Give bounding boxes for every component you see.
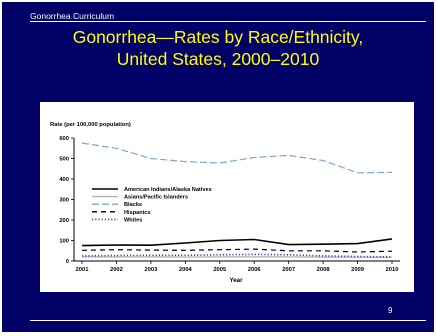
y-tick-label: 300	[59, 198, 69, 204]
legend: American Indians/Alaska Natives Asians/Pa…	[92, 187, 212, 223]
slide-title: Gonorrhea—Rates by Race/Ethnicity, Unite…	[2, 26, 434, 70]
y-tick-label: 100	[59, 239, 69, 245]
x-axis-label: Year	[229, 277, 243, 284]
y-tick-label: 0	[66, 259, 69, 265]
x-tick-label: 2007	[282, 267, 295, 273]
x-tick-label: 2009	[351, 267, 365, 273]
bottom-rule	[30, 320, 426, 321]
y-tick-label: 200	[59, 218, 69, 224]
legend-label: Blacks	[124, 202, 142, 208]
header-rule	[30, 21, 426, 22]
y-tick-label: 500	[59, 157, 69, 163]
series-line-5	[81, 253, 393, 258]
x-tick-label: 2003	[144, 267, 158, 273]
legend-label: Hispanics	[124, 210, 150, 216]
series-line-4	[81, 248, 393, 253]
x-tick-label: 2008	[317, 267, 331, 273]
slide: Gonorrhea Curriculum Gonorrhea—Rates by …	[2, 2, 434, 332]
header-text: Gonorrhea Curriculum	[30, 11, 115, 21]
legend-label: Whites	[124, 217, 142, 223]
y-tick-label: 400	[59, 177, 69, 183]
x-tick-label: 2005	[213, 267, 227, 273]
line-chart: Rate (per 100,000 population) Year 0 100 2…	[50, 122, 400, 284]
legend-label: American Indians/Alaska Natives	[124, 187, 212, 193]
series-line-1	[81, 238, 393, 247]
x-tick-label: 2002	[110, 267, 123, 273]
chart-panel: Rate (per 100,000 population) Year 0 100 2…	[40, 102, 414, 292]
series-line-3	[81, 142, 393, 174]
x-tick-label: 2004	[179, 267, 193, 273]
x-tick-label: 2006	[248, 267, 262, 273]
plot-area: 0 100 200 300 400 500 600 2001 2002 2003 2004 2005 2…	[59, 136, 400, 273]
legend-label: Asians/Pacific Islanders	[124, 195, 188, 201]
x-tick-label: 2010	[386, 267, 399, 273]
y-axis-label: Rate (per 100,000 population)	[50, 122, 131, 128]
x-tick-label: 2001	[76, 267, 90, 273]
page-number: 9	[388, 306, 393, 315]
slide-title-line-1: Gonorrhea—Rates by Race/Ethnicity,	[72, 27, 364, 47]
y-tick-label: 600	[59, 136, 69, 142]
slide-title-line-2: United States, 2000–2010	[116, 49, 320, 69]
